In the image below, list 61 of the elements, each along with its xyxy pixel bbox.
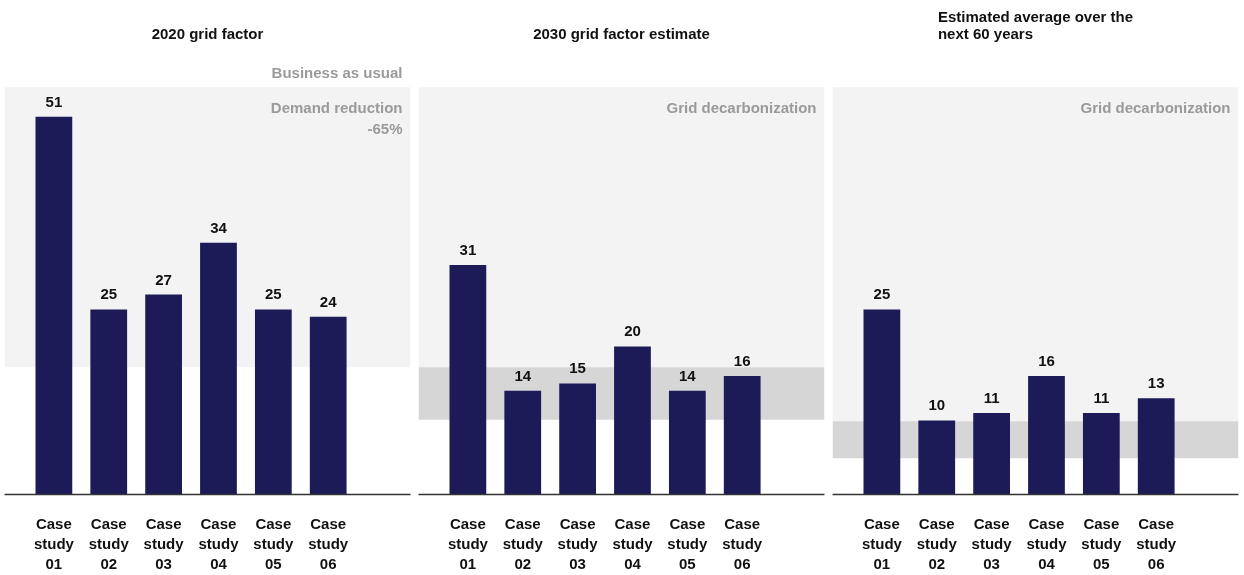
data-label: 25	[873, 285, 891, 303]
bar	[559, 383, 596, 495]
x-tick-label: Case study 02	[502, 514, 544, 573]
bar	[723, 376, 761, 495]
bar	[614, 346, 651, 495]
band-label: Grid decarbonization	[1080, 99, 1231, 117]
bar	[309, 316, 347, 495]
x-tick-label: Case study 06	[722, 514, 763, 573]
bar	[863, 309, 901, 495]
x-tick-label: Case study 03	[971, 514, 1013, 573]
text: Business as usual	[271, 64, 403, 82]
data-label: 15	[569, 359, 586, 377]
data-label: 31	[459, 240, 477, 258]
x-tick-label: Case study 05	[253, 514, 294, 573]
bar	[200, 242, 237, 495]
data-label: 25	[100, 285, 118, 303]
x-tick-label: Case study 06	[1136, 514, 1177, 573]
data-label: 13	[1147, 374, 1165, 392]
data-label: 10	[928, 396, 946, 414]
data-label: 11	[1093, 389, 1110, 407]
bar	[145, 294, 182, 495]
bar	[1137, 398, 1175, 495]
x-tick-label: Case study 04	[198, 514, 240, 573]
data-label: 11	[983, 389, 1000, 407]
bar	[1028, 376, 1065, 495]
x-tick-label: Case study 03	[557, 514, 599, 573]
x-tick-label: Case study 02	[916, 514, 958, 573]
bar	[504, 390, 542, 495]
bar	[973, 413, 1010, 495]
chart-title: Estimated average over the next 60 years	[937, 7, 1134, 42]
bar	[1082, 413, 1120, 495]
data-label: 27	[155, 270, 172, 288]
bar	[90, 309, 128, 495]
data-label: 51	[45, 92, 63, 110]
data-label: 16	[733, 352, 751, 370]
data-label: 24	[319, 292, 338, 310]
x-tick-label: Case study 04	[612, 514, 654, 573]
data-label: 34	[210, 218, 228, 236]
bar	[35, 116, 73, 495]
bar	[918, 420, 956, 495]
x-tick-label: Case study 01	[33, 514, 75, 573]
bar	[668, 390, 706, 495]
x-tick-label: Case study 01	[447, 514, 489, 573]
band-label: Grid decarbonization	[666, 99, 817, 117]
x-tick-label: Case study 05	[1081, 514, 1122, 573]
data-label: 16	[1038, 352, 1055, 370]
chart-title: 2030 grid factor estimate	[533, 24, 710, 42]
data-label: 14	[514, 366, 532, 384]
chart-title: 2020 grid factor	[151, 24, 264, 42]
x-tick-label: Case study 05	[667, 514, 708, 573]
x-tick-label: Case study 02	[88, 514, 130, 573]
data-label: 20	[624, 322, 641, 340]
band-label: Demand reduction -65%	[270, 99, 403, 137]
x-tick-label: Case study 01	[861, 514, 903, 573]
data-label: 25	[265, 285, 282, 303]
bar	[449, 264, 487, 495]
x-tick-label: Case study 03	[143, 514, 185, 573]
x-tick-label: Case study 06	[308, 514, 349, 573]
x-tick-label: Case study 04	[1026, 514, 1068, 573]
data-label: 14	[679, 366, 697, 384]
bar	[254, 309, 292, 495]
